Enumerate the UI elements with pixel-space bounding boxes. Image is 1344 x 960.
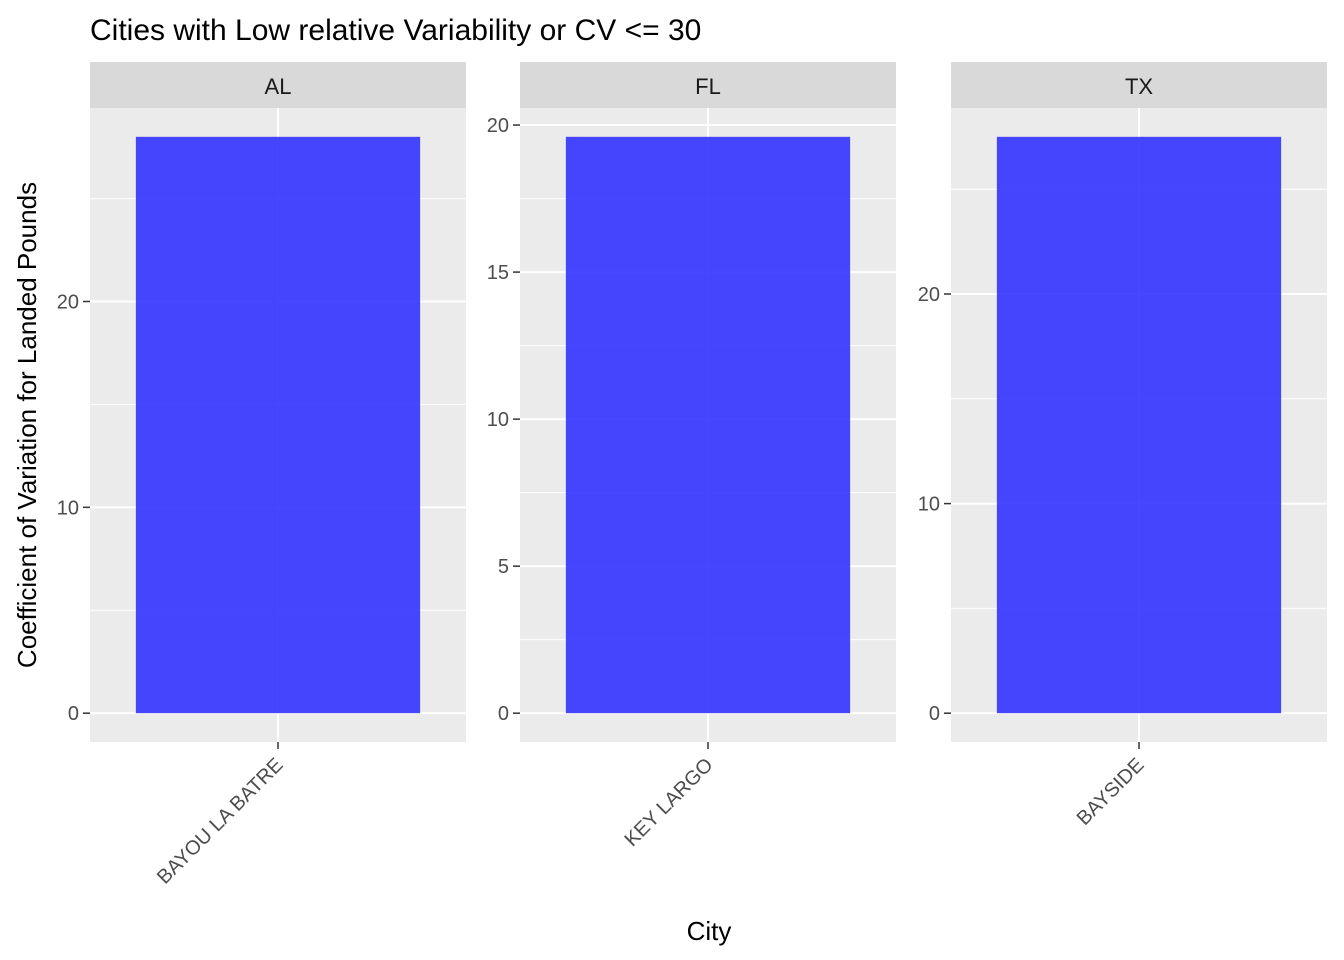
bar-bayside (996, 136, 1282, 714)
x-tick-label: BAYOU LA BATRE (153, 754, 287, 888)
x-tick-label: BAYSIDE (1073, 754, 1149, 830)
facet-panels: AL 0 10 20 BAYOU LA BATRE FL 0 5 10 15 20 KEY LARGO… (57, 62, 1327, 888)
x-axis-title: City (687, 916, 732, 946)
y-tick-label: 0 (498, 703, 509, 725)
facet-strip-tx (951, 62, 1327, 108)
y-tick-label: 20 (57, 291, 79, 313)
y-tick-label: 15 (487, 262, 509, 284)
chart-title: Cities with Low relative Variability or … (90, 14, 701, 47)
facet-strip-label-fl: FL (695, 74, 721, 99)
y-tick-label: 20 (487, 115, 509, 137)
y-tick-label: 0 (929, 703, 940, 725)
x-tick-label: KEY LARGO (620, 754, 717, 851)
y-tick-label: 20 (918, 284, 940, 306)
y-tick-label: 5 (498, 556, 509, 578)
bar-bayou-la-batre (135, 136, 421, 714)
y-axis-title: Coefficient of Variation for Landed Poun… (12, 182, 42, 668)
facet-strip-label-tx: TX (1125, 74, 1153, 99)
y-tick-label: 10 (487, 409, 509, 431)
facet-strip-label-al: AL (265, 74, 292, 99)
facet-strip-fl (520, 62, 896, 108)
bar-key-largo (565, 136, 851, 714)
y-tick-label: 10 (57, 497, 79, 519)
y-tick-label: 10 (918, 494, 940, 516)
y-tick-label: 0 (68, 703, 79, 725)
facet-strip-al (90, 62, 466, 108)
